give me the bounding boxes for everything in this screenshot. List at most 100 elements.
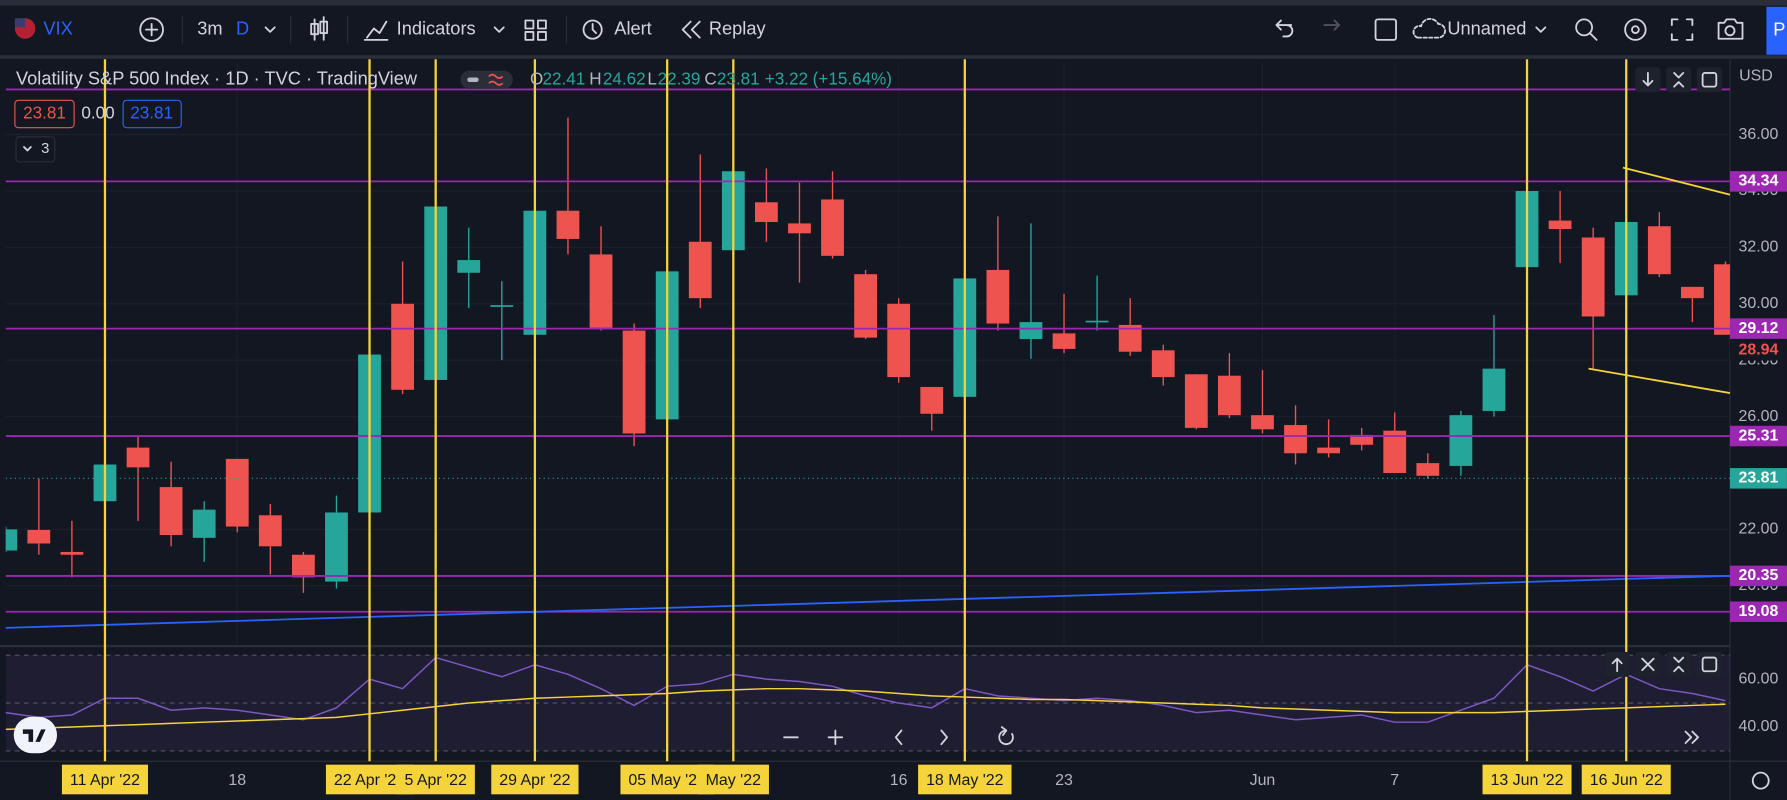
layout-chevron[interactable] [1535,26,1547,33]
indicators-button[interactable]: Indicators [397,17,476,38]
indicators-collapse[interactable] [15,136,56,163]
time-tick-label: May '22 [706,772,761,789]
price-label: 29.12 [1739,320,1779,337]
pane-controls [13,67,1770,790]
candle-body [1284,425,1307,454]
templates-button[interactable] [524,19,547,41]
buy-badge[interactable] [122,99,182,129]
snapshot-button[interactable] [1717,18,1744,40]
indicators-icon[interactable] [363,20,389,41]
candle-body [1118,324,1142,352]
collapse-chevron [23,146,32,152]
price-tick-label: 32.00 [1739,239,1779,256]
price-label-box [1729,601,1787,622]
candle-body [1647,226,1671,275]
rsi-tick-label: 40.00 [1739,718,1779,735]
rsi-tick-label: 60.00 [1739,670,1779,687]
collapse-pane[interactable] [1666,67,1692,93]
layout-button[interactable] [1374,18,1397,41]
time-tick-label: 05 May '22 [628,772,706,789]
ohlc-label: O [530,69,543,88]
scroll-left[interactable] [894,729,903,746]
maximize-icon [1701,656,1718,673]
alert-icon[interactable] [582,19,603,40]
candle-body [1019,322,1043,340]
maximize-pane[interactable] [1696,67,1722,93]
candle-body [1416,463,1440,476]
settings-core [1631,25,1640,34]
collapse-icon [1673,72,1685,88]
candle-body [1383,430,1407,473]
trend-line [1588,367,1730,395]
price-label-box [1729,171,1787,192]
layout-name[interactable]: Unnamed [1447,17,1526,38]
collapse-pane[interactable] [1666,651,1692,677]
candle-body [887,303,911,378]
search-button[interactable] [1575,18,1593,37]
date-markers [103,59,1628,762]
candle-body [27,529,51,544]
indicators-chevron[interactable] [493,26,505,33]
zoom-in[interactable] [827,729,844,746]
publish-label[interactable]: P [1773,19,1785,40]
interval-chevron[interactable] [264,26,276,33]
replay-button[interactable]: Replay [709,17,767,38]
ohlc-label: H [589,69,601,88]
time-tick-label: 18 May '22 [926,772,1004,789]
time-tick-label: 13 Jun '22 [1490,772,1563,789]
axis-settings[interactable] [1751,771,1770,790]
redo-button[interactable] [1323,19,1340,31]
price-tick-label: 36.00 [1739,126,1779,143]
sell-badge[interactable] [14,99,75,129]
candle-body [1714,264,1730,335]
arrow-icon [1611,657,1623,673]
candle-body [854,274,877,338]
candle-body [688,241,712,299]
undo-button[interactable] [1275,19,1294,38]
reset-chart[interactable] [998,726,1014,746]
maximize-pane[interactable] [1696,651,1722,677]
replay-icon[interactable] [681,20,701,39]
candle-body [589,254,613,328]
tradingview-logo[interactable] [13,716,58,754]
candle-body [60,551,84,555]
indicator-count[interactable]: 3 [41,141,49,157]
chart-interval[interactable]: D [236,17,249,38]
alert-button[interactable]: Alert [614,17,651,38]
candle-body [291,554,315,578]
settings-button[interactable] [1624,18,1647,41]
cloud-icon [1412,17,1446,39]
candle-body [225,458,249,527]
sell-price[interactable]: 23.81 [23,103,66,122]
scroll-right[interactable] [940,729,948,746]
fullscreen-button[interactable] [1670,18,1694,41]
currency[interactable]: USD [1739,68,1773,85]
change: +3.22 (+15.64%) [765,69,892,88]
chart-type-button[interactable] [310,16,329,41]
legend-wave [488,73,504,86]
scroll-to-realtime[interactable] [1684,730,1699,744]
logo-mark [22,729,46,742]
interval[interactable]: 3m [197,17,222,38]
candle-body [622,330,646,434]
buy-price[interactable]: 23.81 [130,103,173,122]
trend-line [5,574,1730,629]
maximize-icon [1701,72,1718,88]
candle-body [457,260,481,273]
candle-body [325,512,348,582]
price-label: 25.31 [1739,427,1779,444]
publish-button[interactable] [1766,6,1787,55]
time-tick-label: 22 Apr '22 [334,772,405,789]
price-label: 20.35 [1739,567,1779,584]
compare-button[interactable] [139,17,164,42]
symbol[interactable]: VIX [43,17,72,38]
indicator-line [5,656,1726,723]
time-label-box [491,764,579,795]
price-label: 28.94 [1739,341,1779,358]
time-tick-label: 23 [1055,772,1073,789]
collapse-icon [1673,656,1685,673]
price-label-box [1729,565,1787,587]
price-axis: USD 36.0034.0032.0030.0028.0026.0022.002… [1729,68,1787,735]
price-label-box [1729,318,1787,339]
